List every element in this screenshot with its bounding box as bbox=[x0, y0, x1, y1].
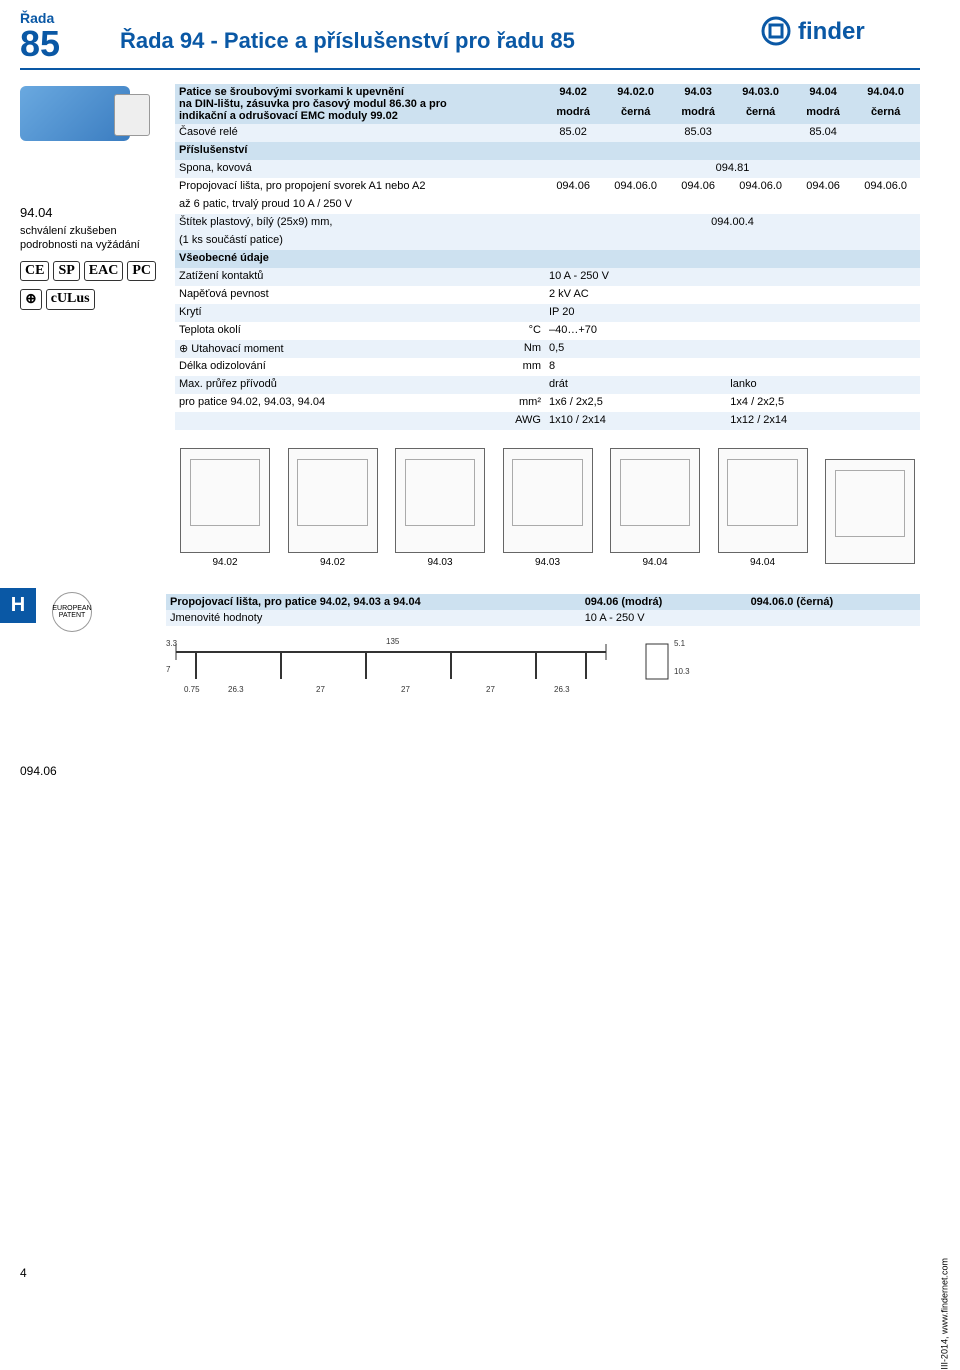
page-title: Řada 94 - Patice a příslušenství pro řad… bbox=[120, 28, 760, 54]
cert-icons: CE SP EAC PC bbox=[20, 261, 175, 281]
spec-row-label: Spona, kovová bbox=[175, 160, 545, 178]
jumper-ratings-label: Jmenovité hodnoty bbox=[166, 610, 581, 626]
ce-icon: CE bbox=[20, 261, 49, 281]
spec-row-label: Zatížení kontaktů bbox=[175, 268, 545, 286]
spec-row-label: Všeobecné údaje bbox=[175, 250, 545, 268]
diagram-94-03b: 94.03 bbox=[498, 448, 598, 568]
spec-row-label: ⊕ Utahovací momentNm bbox=[175, 340, 545, 358]
diagram-94-03a: 94.03 bbox=[390, 448, 490, 568]
top-desc: Patice se šroubovými svorkami k upevnění… bbox=[175, 84, 545, 124]
product-thumbnail bbox=[20, 86, 130, 141]
pc-icon: PC bbox=[127, 261, 156, 281]
section-h: H EUROPEAN PATENT Propojovací lišta, pro… bbox=[0, 588, 960, 704]
spec-row-label: Propojovací lišta, pro propojení svorek … bbox=[175, 178, 545, 196]
series-box: Řada 85 bbox=[20, 10, 120, 62]
section-h-thumb-area: EUROPEAN PATENT bbox=[36, 588, 156, 632]
jumper-table: Propojovací lišta, pro patice 94.02, 94.… bbox=[166, 594, 920, 626]
csa-icon: SP bbox=[53, 261, 79, 281]
spec-row-label: Max. průřez přívodů bbox=[175, 376, 545, 394]
spec-row-label: Štítek plastový, bílý (25x9) mm, bbox=[175, 214, 545, 232]
spec-row-label: pro patice 94.02, 94.03, 94.04mm² bbox=[175, 394, 545, 412]
jumper-col-b: 094.06.0 (černá) bbox=[747, 594, 920, 610]
section-h-content: Propojovací lišta, pro patice 94.02, 94.… bbox=[156, 588, 960, 704]
spec-row-label: až 6 patic, trvalý proud 10 A / 250 V bbox=[175, 196, 545, 214]
diagram-94-02a: 94.02 bbox=[175, 448, 275, 568]
diagram-94-04b: 94.04 bbox=[713, 448, 813, 568]
spec-row-label: Teplota okolí°C bbox=[175, 322, 545, 340]
header-rule bbox=[20, 68, 920, 70]
side-footer: III-2014, www.findernet.com bbox=[940, 1258, 950, 1370]
svg-text:10.3: 10.3 bbox=[674, 667, 690, 676]
svg-text:5.1: 5.1 bbox=[674, 639, 686, 648]
svg-text:26.3: 26.3 bbox=[554, 685, 570, 694]
jumper-col-a: 094.06 (modrá) bbox=[581, 594, 747, 610]
jumper-title: Propojovací lišta, pro patice 94.02, 94.… bbox=[166, 594, 581, 610]
gost-icon: ⊕ bbox=[20, 289, 42, 310]
approval-text: schválení zkušeben podrobnosti na vyžádá… bbox=[20, 224, 175, 253]
series-number: 85 bbox=[20, 26, 120, 62]
diagrams-row: 94.02 94.02 94.03 94.03 94.04 94.04 bbox=[175, 448, 920, 568]
svg-text:7: 7 bbox=[166, 665, 171, 674]
spec-row-label: Krytí bbox=[175, 304, 545, 322]
svg-text:27: 27 bbox=[316, 685, 325, 694]
spec-row-label: Časové relé bbox=[175, 124, 545, 142]
spec-row-label: (1 ks součástí patice) bbox=[175, 232, 545, 250]
svg-text:26.3: 26.3 bbox=[228, 685, 244, 694]
diagram-side bbox=[820, 459, 920, 568]
diagram-94-04a: 94.04 bbox=[605, 448, 705, 568]
jumper-part-number: 094.06 bbox=[20, 764, 960, 778]
section-h-tab: H bbox=[0, 588, 36, 623]
brand-logo: finder bbox=[760, 14, 920, 51]
svg-text:135: 135 bbox=[386, 637, 400, 646]
spec-row-label: AWG bbox=[175, 412, 545, 430]
spec-block: Patice se šroubovými svorkami k upevnění… bbox=[175, 84, 920, 430]
part-number: 94.04 bbox=[20, 205, 175, 220]
diagram-94-02b: 94.02 bbox=[283, 448, 383, 568]
jumper-drawing: 135 0.75 26.3 27 27 27 26.3 5.1 10.3 bbox=[166, 634, 920, 704]
svg-text:0.75: 0.75 bbox=[184, 685, 200, 694]
header: Řada 85 Řada 94 - Patice a příslušenství… bbox=[0, 0, 960, 68]
eac-icon: EAC bbox=[84, 261, 124, 281]
spec-row-label: Délka odizolovánímm bbox=[175, 358, 545, 376]
cul-icon: cULus bbox=[46, 289, 95, 310]
spec-row-label: Napěťová pevnost bbox=[175, 286, 545, 304]
jumper-ratings-val: 10 A - 250 V bbox=[581, 610, 920, 626]
page-number: 4 bbox=[20, 1266, 27, 1280]
left-column: 94.04 schválení zkušeben podrobnosti na … bbox=[20, 84, 175, 430]
cert-icons-row2: ⊕ cULus bbox=[20, 289, 175, 310]
spec-table: Patice se šroubovými svorkami k upevnění… bbox=[175, 84, 920, 430]
svg-text:3.3: 3.3 bbox=[166, 639, 178, 648]
svg-text:27: 27 bbox=[401, 685, 410, 694]
spec-row-label: Příslušenství bbox=[175, 142, 545, 160]
svg-text:27: 27 bbox=[486, 685, 495, 694]
svg-text:finder: finder bbox=[798, 18, 865, 45]
patent-badge-icon: EUROPEAN PATENT bbox=[52, 592, 92, 632]
